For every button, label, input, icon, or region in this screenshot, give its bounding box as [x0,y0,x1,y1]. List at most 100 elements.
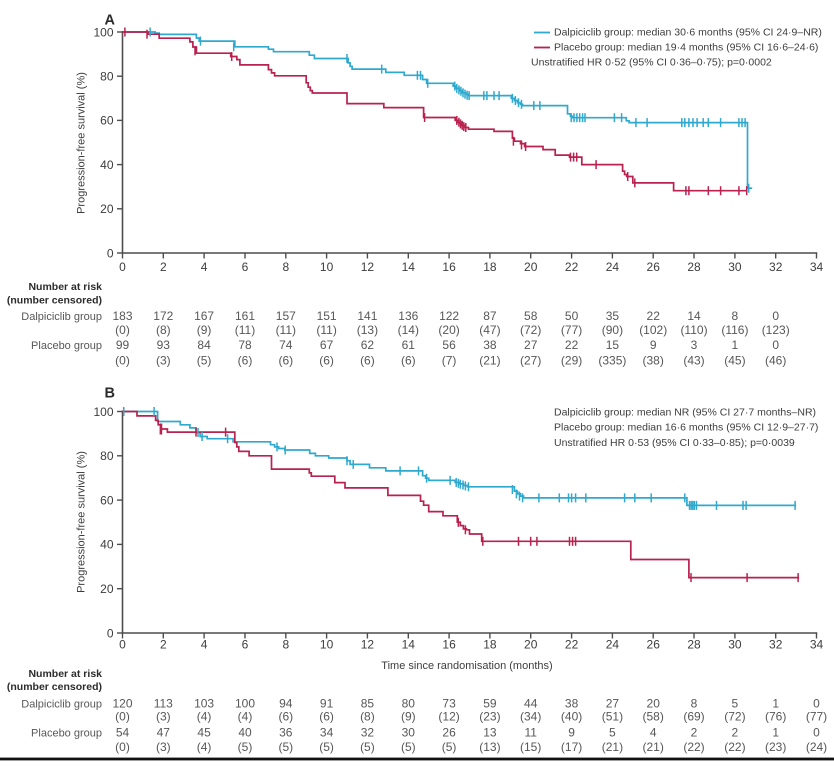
svg-text:113: 113 [154,697,173,711]
svg-text:Dalpiciclib group: median NR (: Dalpiciclib group: median NR (95% CI 27·… [554,407,816,419]
svg-text:3: 3 [691,338,698,352]
svg-text:38: 38 [483,338,497,352]
svg-text:84: 84 [197,338,211,352]
svg-text:103: 103 [194,697,214,711]
svg-text:35: 35 [606,309,620,323]
svg-text:(8): (8) [156,323,171,337]
svg-text:(21): (21) [643,740,664,754]
svg-text:30: 30 [402,726,416,740]
svg-text:38: 38 [565,697,579,711]
svg-text:Dalpiciclib group: median 30·6: Dalpiciclib group: median 30·6 months (9… [554,27,822,39]
svg-text:18: 18 [483,638,497,652]
svg-text:47: 47 [157,726,171,740]
svg-text:60: 60 [100,493,114,507]
svg-text:16: 16 [442,260,456,274]
svg-text:(24): (24) [806,740,827,754]
svg-text:B: B [105,386,115,402]
svg-text:(3): (3) [156,740,171,754]
svg-text:(43): (43) [683,353,704,367]
svg-text:20: 20 [647,697,661,711]
svg-text:(6): (6) [360,353,375,367]
svg-text:2: 2 [160,638,167,652]
svg-text:24: 24 [606,260,620,274]
svg-text:Dalpiciclib group: Dalpiciclib group [21,311,102,323]
svg-text:(58): (58) [643,710,664,724]
svg-text:(0): (0) [115,353,130,367]
svg-text:4: 4 [201,638,208,652]
svg-text:16: 16 [442,638,456,652]
svg-text:74: 74 [279,338,293,352]
svg-text:(5): (5) [401,740,416,754]
svg-text:Dalpiciclib group: Dalpiciclib group [21,698,102,710]
svg-text:94: 94 [279,697,293,711]
svg-text:(45): (45) [724,353,745,367]
svg-text:(13): (13) [357,323,378,337]
svg-text:(4): (4) [197,710,212,724]
svg-text:120: 120 [112,697,132,711]
svg-text:0: 0 [813,697,820,711]
svg-text:(number censored): (number censored) [7,294,102,306]
svg-text:(102): (102) [639,323,667,337]
svg-text:(13): (13) [479,740,500,754]
svg-text:Placebo group: median 19·4 mon: Placebo group: median 19·4 months (95% C… [554,42,818,54]
svg-text:(14): (14) [398,323,419,337]
svg-text:24: 24 [606,638,620,652]
svg-text:15: 15 [606,338,620,352]
svg-text:80: 80 [100,449,114,463]
svg-text:(15): (15) [520,740,541,754]
svg-text:(9): (9) [197,323,212,337]
svg-text:10: 10 [320,260,334,274]
svg-text:136: 136 [398,309,418,323]
svg-text:(17): (17) [561,740,582,754]
svg-text:(3): (3) [156,353,171,367]
svg-text:(5): (5) [278,740,293,754]
svg-text:Unstratified HR 0·53 (95% CI 0: Unstratified HR 0·53 (95% CI 0·33–0·85);… [554,437,795,449]
svg-text:172: 172 [153,309,173,323]
svg-text:(23): (23) [765,740,786,754]
svg-text:26: 26 [442,726,456,740]
svg-text:80: 80 [402,697,416,711]
svg-text:99: 99 [116,338,130,352]
svg-text:167: 167 [194,309,214,323]
svg-text:61: 61 [402,338,416,352]
svg-text:45: 45 [197,726,211,740]
svg-text:Number at risk: Number at risk [28,281,102,293]
svg-text:32: 32 [361,726,375,740]
svg-text:(76): (76) [765,710,786,724]
svg-text:30: 30 [728,638,742,652]
svg-text:44: 44 [524,697,538,711]
svg-text:(40): (40) [561,710,582,724]
svg-text:(6): (6) [401,353,416,367]
svg-text:Placebo group: Placebo group [31,340,102,352]
svg-text:34: 34 [810,638,824,652]
svg-text:100: 100 [93,405,113,419]
svg-text:22: 22 [565,638,579,652]
svg-text:80: 80 [100,70,114,84]
svg-text:(72): (72) [520,323,541,337]
svg-text:78: 78 [238,338,252,352]
svg-text:8: 8 [691,697,698,711]
svg-text:0: 0 [119,260,126,274]
svg-text:8: 8 [732,309,739,323]
svg-text:60: 60 [100,114,114,128]
svg-text:(5): (5) [319,740,334,754]
svg-text:1: 1 [772,697,779,711]
svg-text:22: 22 [565,260,579,274]
svg-text:(110): (110) [680,323,707,337]
svg-text:(5): (5) [442,740,457,754]
svg-text:(0): (0) [115,710,130,724]
svg-text:1: 1 [732,338,739,352]
svg-text:(69): (69) [683,710,704,724]
svg-text:5: 5 [609,726,616,740]
svg-text:14: 14 [402,260,416,274]
svg-text:30: 30 [728,260,742,274]
svg-text:59: 59 [483,697,497,711]
svg-text:18: 18 [483,260,497,274]
svg-text:11: 11 [524,726,537,740]
svg-text:20: 20 [100,202,114,216]
svg-text:14: 14 [687,309,701,323]
svg-text:73: 73 [442,697,456,711]
svg-text:2: 2 [732,726,739,740]
svg-text:28: 28 [687,260,701,274]
svg-text:(6): (6) [319,353,334,367]
